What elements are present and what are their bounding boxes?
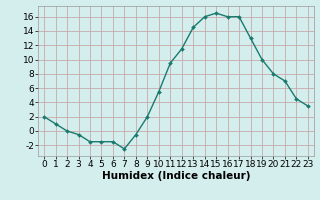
X-axis label: Humidex (Indice chaleur): Humidex (Indice chaleur) [102,171,250,181]
